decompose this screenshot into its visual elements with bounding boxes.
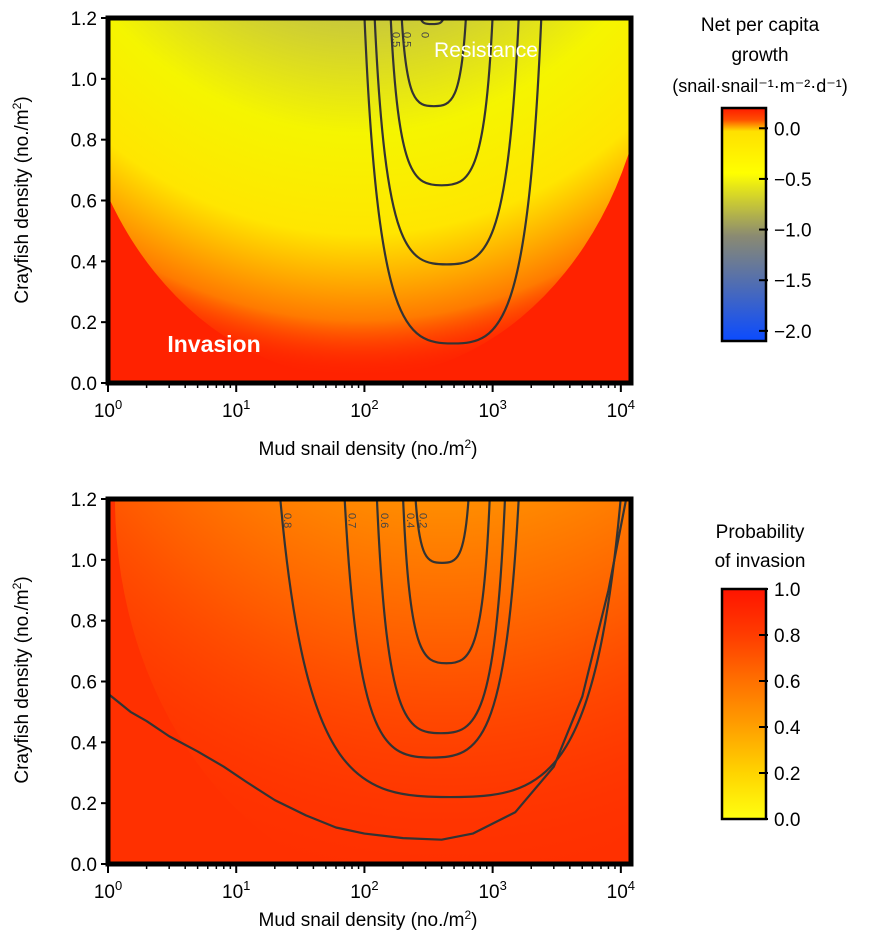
colorbar-tick-label: 0.0	[774, 119, 800, 140]
y-tick-label: 1.0	[71, 551, 97, 572]
probability-gradient	[115, 499, 631, 864]
y-tick-label: 0.6	[71, 192, 97, 213]
x-tick-label: 100	[94, 878, 122, 903]
contour-label: 0.4	[404, 513, 416, 528]
colorbar-title-line-2: growth	[731, 45, 788, 66]
colorbar-tick-label: 1.0	[774, 580, 800, 601]
contour-line-outer	[108, 499, 628, 841]
colorbar-gradient	[720, 587, 768, 821]
contour-line	[373, 18, 520, 266]
colorbar-tick-label: −0.5	[774, 170, 812, 191]
y-tick-label: 0.4	[71, 733, 98, 754]
x-tick-label: 104	[607, 878, 635, 903]
contour-label: 0.5	[401, 32, 413, 47]
y-tick-label: 0.6	[71, 673, 97, 694]
x-tick-label: 104	[607, 397, 635, 422]
annotation-invasion: Invasion	[167, 331, 260, 357]
annotation-resistance: Resistance	[434, 39, 538, 62]
y-tick-label: 0.2	[71, 313, 97, 334]
x-tick-label: 101	[222, 878, 250, 903]
contour-label: 0.8	[281, 513, 293, 528]
contour-line	[375, 499, 507, 735]
x-tick-label: 102	[350, 878, 378, 903]
contour-line	[400, 18, 467, 108]
y-tick-label: 1.2	[71, 9, 97, 30]
contour-line	[419, 18, 445, 26]
x-tick-label: 100	[94, 397, 122, 422]
contour-label: 0	[419, 32, 431, 38]
y-axis-label: Crayfish density (no./m2)	[10, 96, 33, 303]
colorbar-tick-label: 0.6	[774, 672, 800, 693]
colorbar-title-line-1: Probability	[716, 522, 805, 543]
contour-line	[343, 499, 520, 759]
colorbar: Net per capita growth (snail·snail⁻¹·m⁻²…	[672, 15, 848, 343]
x-tick-label: 103	[478, 878, 506, 903]
contour-line	[363, 18, 543, 345]
colorbar-tick-label: 0.8	[774, 626, 800, 647]
contour-label: 0.7	[346, 513, 358, 528]
contour-line	[414, 499, 470, 564]
contour-line	[279, 499, 622, 799]
colorbar-gradient	[720, 106, 768, 343]
x-axis-label: Mud snail density (no./m2)	[259, 908, 478, 931]
net-growth-panel: 0.5 0.5 0 0.0 0.2 0.4 0.6 0.8 1.0 1.2 100 101 102 10…	[10, 9, 848, 460]
y-tick-label: 1.2	[71, 490, 97, 511]
contour-layer: 0.20.4 0.6 0.7 0.8	[108, 499, 628, 841]
colorbar-tick-label: 0.4	[774, 718, 801, 739]
contour-line	[389, 18, 494, 187]
y-axis-label: Crayfish density (no./m2)	[10, 576, 33, 783]
colorbar-title-line-2: of invasion	[715, 551, 806, 572]
colorbar-tick-label: 0.0	[774, 810, 800, 831]
axes: 0.0 0.2 0.4 0.6 0.8 1.0 1.2 100 101 102 103 104	[71, 9, 635, 422]
y-tick-label: 0.8	[71, 131, 97, 152]
y-tick-label: 0.4	[71, 252, 98, 273]
contour-label: 0.2	[416, 513, 428, 528]
x-tick-label: 102	[350, 397, 378, 422]
resistance-zone	[108, 18, 631, 378]
y-tick-label: 0.0	[71, 855, 97, 876]
y-tick-label: 1.0	[71, 70, 97, 91]
colorbar: Probability of invasion 1.0 0.8 0.6 0.4 0.2 0…	[715, 522, 806, 831]
x-axis-label: Mud snail density (no./m2)	[259, 437, 478, 460]
invasion-probability-panel: 0.20.40.60.70.8 0.00.20.40.60.81.01.2100…	[10, 490, 806, 931]
colorbar-units: (snail·snail⁻¹·m⁻²·d⁻¹)	[672, 76, 848, 96]
contour-layer: 0.5 0.5 0	[363, 18, 543, 345]
y-tick-label: 0.8	[71, 612, 97, 633]
contour-line	[402, 499, 491, 665]
colorbar-tick-label: 0.2	[774, 764, 800, 785]
y-tick-label: 0.0	[71, 374, 97, 395]
colorbar-tick-label: −2.0	[774, 322, 812, 343]
x-tick-label: 101	[222, 397, 250, 422]
y-tick-label: 0.2	[71, 794, 97, 815]
contour-label: 0.5	[390, 32, 402, 47]
colorbar-tick-label: −1.5	[774, 271, 812, 292]
colorbar-ticks: 0.0 −0.5 −1.0 −1.5 −2.0	[759, 119, 812, 343]
contour-label: 0.6	[378, 513, 390, 528]
colorbar-tick-label: −1.0	[774, 221, 812, 242]
colorbar-ticks: 1.0 0.8 0.6 0.4 0.2 0.0	[759, 580, 801, 831]
x-tick-label: 103	[478, 397, 506, 422]
colorbar-title-line-1: Net per capita	[701, 15, 820, 36]
